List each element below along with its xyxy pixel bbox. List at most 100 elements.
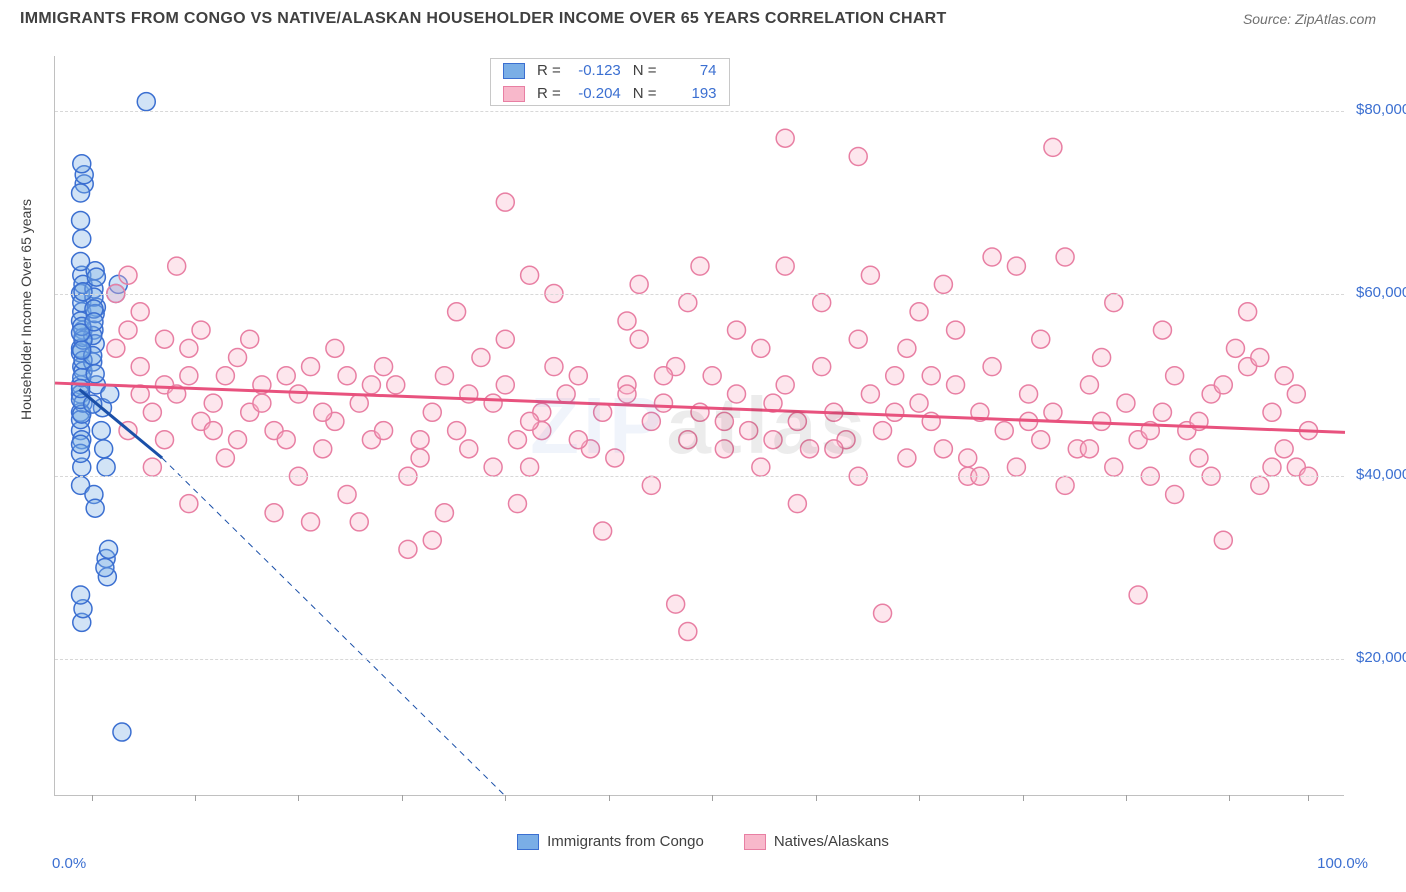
data-point <box>861 385 879 403</box>
data-point <box>813 358 831 376</box>
data-point <box>667 595 685 613</box>
data-point <box>703 367 721 385</box>
series-legend: Immigrants from Congo Natives/Alaskans <box>0 833 1406 850</box>
data-point <box>1275 440 1293 458</box>
data-point <box>350 513 368 531</box>
data-point <box>825 440 843 458</box>
data-point <box>338 367 356 385</box>
trend-line-extrapolated <box>162 458 505 796</box>
data-point <box>229 348 247 366</box>
data-point <box>654 394 672 412</box>
data-point <box>910 394 928 412</box>
data-point <box>137 93 155 111</box>
data-point <box>72 211 90 229</box>
data-point <box>569 367 587 385</box>
data-point <box>959 449 977 467</box>
data-point <box>448 422 466 440</box>
data-point <box>423 531 441 549</box>
data-point <box>801 440 819 458</box>
data-point <box>156 431 174 449</box>
data-point <box>399 540 417 558</box>
data-point <box>86 499 104 517</box>
data-point <box>87 268 105 286</box>
y-tick-label: $80,000 <box>1356 101 1406 118</box>
data-point <box>253 394 271 412</box>
data-point <box>1105 294 1123 312</box>
data-point <box>1020 385 1038 403</box>
data-point <box>886 367 904 385</box>
data-point <box>594 403 612 421</box>
data-point <box>180 339 198 357</box>
data-point <box>630 330 648 348</box>
legend-label: Immigrants from Congo <box>547 833 704 850</box>
data-point <box>874 604 892 622</box>
data-point <box>131 358 149 376</box>
legend-r-label: R = <box>537 62 561 79</box>
series-legend-item: Natives/Alaskans <box>744 833 889 850</box>
data-point <box>101 385 119 403</box>
data-point <box>107 339 125 357</box>
data-point <box>1251 348 1269 366</box>
data-point <box>1251 476 1269 494</box>
data-point <box>113 723 131 741</box>
data-point <box>314 403 332 421</box>
data-point <box>618 385 636 403</box>
data-point <box>168 257 186 275</box>
data-point <box>861 266 879 284</box>
data-point <box>72 586 90 604</box>
legend-r-value: -0.123 <box>573 62 621 79</box>
data-point <box>557 385 575 403</box>
data-point <box>72 435 90 453</box>
data-point <box>73 155 91 173</box>
data-point <box>1153 403 1171 421</box>
data-point <box>326 339 344 357</box>
data-point <box>983 248 1001 266</box>
data-point <box>983 358 1001 376</box>
data-point <box>1129 586 1147 604</box>
data-point <box>411 431 429 449</box>
data-point <box>73 341 91 359</box>
data-point <box>1117 394 1135 412</box>
data-point <box>995 422 1013 440</box>
data-point <box>776 257 794 275</box>
data-point <box>1105 458 1123 476</box>
data-point <box>1056 476 1074 494</box>
data-point <box>131 303 149 321</box>
data-point <box>338 486 356 504</box>
data-point <box>362 376 380 394</box>
data-point <box>691 257 709 275</box>
data-point <box>1044 138 1062 156</box>
data-point <box>95 440 113 458</box>
data-point <box>521 412 539 430</box>
data-point <box>435 504 453 522</box>
data-point <box>874 422 892 440</box>
data-point <box>496 330 514 348</box>
chart-plot-area: ZIPatlas <box>54 56 1344 796</box>
data-point <box>642 476 660 494</box>
data-point <box>764 431 782 449</box>
data-point <box>1287 385 1305 403</box>
data-point <box>521 266 539 284</box>
data-point <box>72 184 90 202</box>
legend-row: R = -0.123 N = 74 <box>491 59 729 82</box>
data-point <box>594 522 612 540</box>
legend-n-value: 193 <box>669 85 717 102</box>
data-point <box>496 376 514 394</box>
data-point <box>1080 440 1098 458</box>
data-point <box>922 367 940 385</box>
data-point <box>752 458 770 476</box>
data-point <box>715 412 733 430</box>
data-point <box>375 422 393 440</box>
data-point <box>302 513 320 531</box>
data-point <box>387 376 405 394</box>
data-point <box>375 358 393 376</box>
data-point <box>508 495 526 513</box>
data-point <box>350 394 368 412</box>
data-point <box>302 358 320 376</box>
legend-row: R = -0.204 N = 193 <box>491 82 729 105</box>
series-legend-item: Immigrants from Congo <box>517 833 704 850</box>
data-point <box>849 147 867 165</box>
data-point <box>569 431 587 449</box>
data-point <box>1190 449 1208 467</box>
legend-n-label: N = <box>633 85 657 102</box>
